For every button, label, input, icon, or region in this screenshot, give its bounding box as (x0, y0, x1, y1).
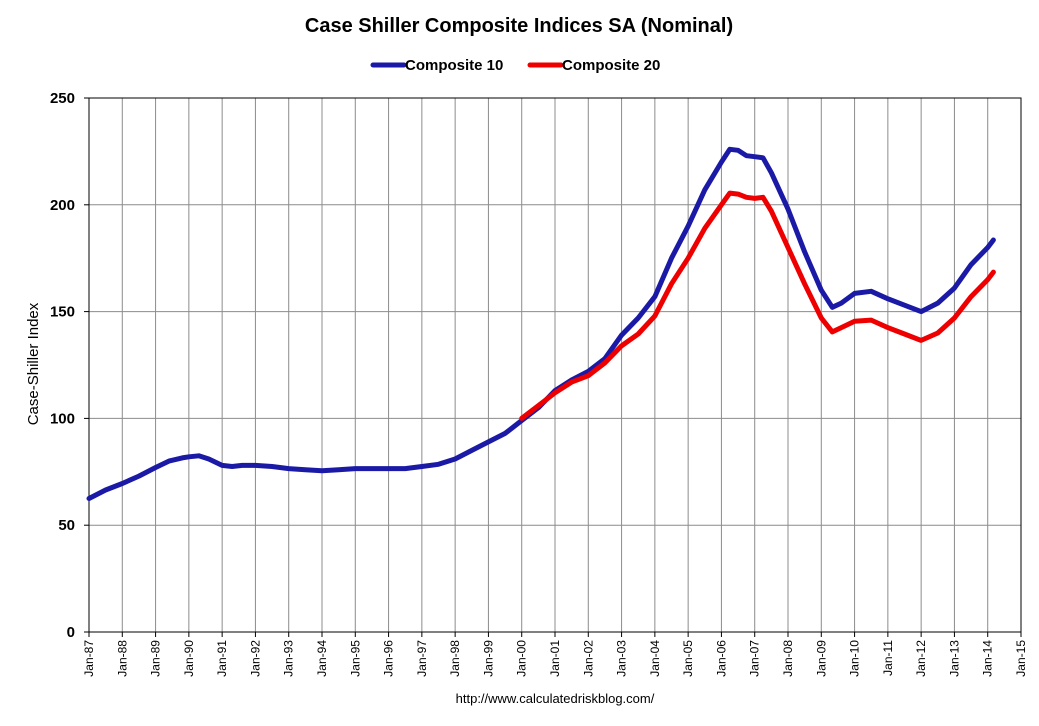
x-tick-label-Jan-94: Jan-94 (315, 640, 329, 677)
x-tick-label-Jan-93: Jan-93 (282, 640, 296, 677)
vertical-gridlines (121, 98, 989, 632)
x-tick-label-Jan-13: Jan-13 (947, 640, 961, 677)
x-tick-label-Jan-99: Jan-99 (481, 640, 495, 677)
x-tick-label-Jan-08: Jan-08 (781, 640, 795, 677)
y-tick-label-250: 250 (50, 90, 75, 107)
x-tick-label-Jan-04: Jan-04 (648, 640, 662, 677)
y-tick-label-50: 50 (58, 517, 75, 534)
x-tick-label-Jan-14: Jan-14 (981, 640, 995, 677)
x-tick-label-Jan-92: Jan-92 (248, 640, 262, 677)
x-axis-ticks: Jan-87 Jan-88 Jan-89 Jan-90 Jan-91 Jan-92 Jan-… (82, 632, 1028, 677)
legend: Composite 10 Composite 20 (370, 57, 660, 74)
x-tick-label-Jan-01: Jan-01 (548, 640, 562, 677)
x-tick-label-Jan-11: Jan-11 (881, 640, 895, 676)
legend-label-composite-20: Composite 20 (562, 57, 660, 74)
x-tick-label-Jan-89: Jan-89 (149, 640, 163, 677)
x-tick-label-Jan-96: Jan-96 (382, 640, 396, 677)
x-tick-label-Jan-91: Jan-91 (215, 640, 229, 677)
y-tick-label-100: 100 (50, 410, 75, 427)
x-tick-label-Jan-00: Jan-00 (515, 640, 529, 677)
x-tick-label-Jan-02: Jan-02 (581, 640, 595, 677)
x-tick-label-Jan-05: Jan-05 (681, 640, 695, 677)
legend-label-composite-10: Composite 10 (405, 57, 503, 74)
series-layer (86, 146, 996, 501)
y-axis-ticks: 0 50 100 150 200 250 (50, 90, 89, 641)
x-tick-label-Jan-90: Jan-90 (182, 640, 196, 677)
y-tick-label-150: 150 (50, 304, 75, 321)
series-line-composite-20 (519, 190, 996, 421)
x-tick-label-Jan-98: Jan-98 (448, 640, 462, 677)
x-tick-label-Jan-10: Jan-10 (848, 640, 862, 677)
x-tick-label-Jan-07: Jan-07 (748, 640, 762, 677)
chart-title: Case Shiller Composite Indices SA (Nomin… (305, 15, 733, 37)
y-tick-label-0: 0 (67, 624, 75, 641)
y-axis-label: Case-Shiller Index (25, 302, 42, 425)
x-tick-label-Jan-97: Jan-97 (415, 640, 429, 677)
x-tick-label-Jan-87: Jan-87 (82, 640, 96, 677)
y-tick-label-200: 200 (50, 197, 75, 214)
x-tick-label-Jan-03: Jan-03 (615, 640, 629, 677)
x-tick-label-Jan-95: Jan-95 (348, 640, 362, 677)
source-note: http://www.calculatedriskblog.com/ (456, 691, 655, 706)
x-tick-label-Jan-15: Jan-15 (1014, 640, 1028, 677)
plot-frame (88, 97, 1022, 633)
x-tick-label-Jan-88: Jan-88 (115, 640, 129, 677)
x-tick-label-Jan-09: Jan-09 (814, 640, 828, 677)
x-tick-label-Jan-12: Jan-12 (914, 640, 928, 677)
x-tick-label-Jan-06: Jan-06 (714, 640, 728, 677)
